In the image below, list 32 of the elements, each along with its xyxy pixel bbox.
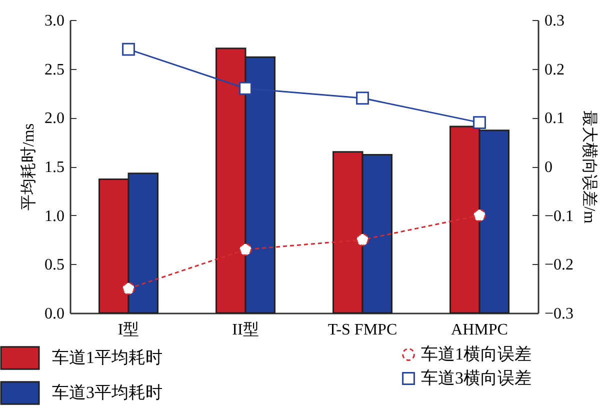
legend-label: 车道3横向误差 — [421, 368, 532, 388]
point — [122, 42, 135, 56]
point — [356, 92, 369, 105]
y2-axis-title: 最大横向误差/m — [580, 110, 599, 224]
legend-label: 车道1平均耗时 — [52, 348, 162, 367]
y-tick-label: 1.0 — [44, 208, 64, 225]
y2-tick-label: −0.3 — [544, 306, 574, 322]
point — [473, 208, 486, 222]
y2-tick-label: 0.3 — [544, 12, 564, 30]
x-tick-label: I型 — [118, 322, 140, 338]
point — [239, 82, 252, 95]
point — [239, 243, 252, 256]
y2-tick-label: −0.1 — [544, 208, 574, 225]
y-tick-label: 3.0 — [44, 12, 64, 30]
point — [473, 116, 486, 129]
y2-tick-label: 0.1 — [544, 110, 564, 128]
y-tick-label: 2.0 — [44, 110, 64, 128]
x-tick-label: T-S FMPC — [328, 322, 398, 338]
y-axis-title: 平均耗时/ms — [20, 123, 38, 211]
y-tick-label: 0.5 — [44, 256, 64, 274]
point — [356, 233, 369, 246]
legend-label: 车道3平均耗时 — [52, 383, 162, 402]
x-tick-label: AHMPC — [451, 322, 508, 338]
point — [122, 282, 135, 296]
y-tick-label: 0.0 — [44, 306, 64, 322]
y2-tick-label: 0 — [544, 159, 552, 176]
x-tick-label: II型 — [232, 322, 259, 338]
y-tick-label: 1.5 — [44, 159, 64, 176]
y-tick-label: 2.5 — [44, 61, 64, 78]
y2-tick-label: 0.2 — [544, 61, 564, 78]
legend-label: 车道1横向误差 — [421, 344, 532, 364]
y2-tick-label: −0.2 — [544, 256, 574, 274]
